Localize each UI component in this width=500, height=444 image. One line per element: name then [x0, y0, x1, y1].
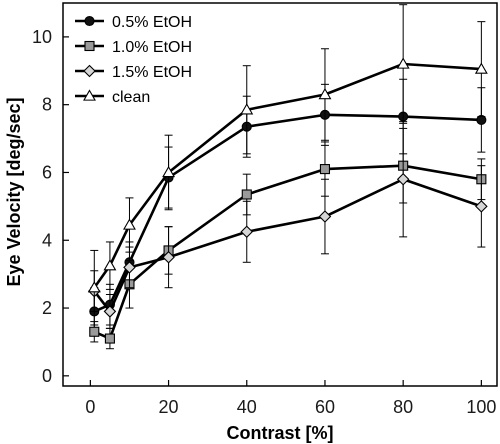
y-axis-title: Eye Velocity [deg/sec] — [4, 97, 24, 286]
data-point-diamond — [396, 172, 410, 186]
x-tick-label: 100 — [466, 397, 496, 417]
x-tick-label: 0 — [85, 397, 95, 417]
data-point-square — [84, 40, 95, 52]
legend-item: 1.0% EtOH — [75, 39, 192, 56]
series-line — [93, 62, 482, 289]
data-point-triangle — [162, 165, 176, 178]
series-2 — [88, 121, 488, 329]
data-point-triangle — [240, 103, 254, 115]
data-point-diamond — [83, 64, 96, 78]
data-point-diamond — [103, 305, 117, 318]
series-line — [93, 164, 482, 340]
legend-item: clean — [75, 89, 150, 106]
x-tick-label: 20 — [159, 397, 179, 417]
series-layer — [87, 4, 488, 350]
legend-label: 1.5% EtOH — [112, 64, 192, 81]
data-point-circle — [84, 15, 95, 27]
series-line — [93, 113, 482, 313]
data-point-diamond — [475, 200, 488, 213]
series-3 — [87, 4, 488, 326]
data-point-square — [104, 333, 115, 344]
data-point-triangle — [474, 62, 488, 74]
y-axis-ticks: 0 2 4 6 8 10 — [32, 27, 69, 386]
series-line — [93, 177, 482, 313]
x-tick-label: 80 — [393, 397, 413, 417]
data-point-square — [241, 189, 252, 200]
y-tick-label: 6 — [42, 162, 52, 182]
legend-label: 1.0% EtOH — [112, 39, 192, 56]
legend: 0.5% EtOH 1.0% EtOH 1.5% EtOH clean — [75, 14, 192, 106]
data-point-triangle — [123, 218, 136, 230]
legend-item: 0.5% EtOH — [75, 14, 192, 31]
x-axis-title: Contrast [%] — [227, 423, 334, 443]
y-tick-label: 2 — [42, 298, 52, 318]
data-point-square — [89, 326, 100, 337]
data-point-square — [319, 164, 331, 175]
data-point-diamond — [318, 210, 332, 223]
series-1 — [89, 127, 487, 350]
data-point-triangle — [103, 259, 117, 271]
x-axis-ticks: 0 20 40 60 80 100 — [85, 380, 496, 417]
series-0 — [89, 78, 487, 336]
y-tick-label: 10 — [32, 27, 52, 47]
legend-label: clean — [112, 89, 150, 106]
data-point-diamond — [123, 261, 136, 274]
data-point-diamond — [240, 225, 254, 239]
y-tick-label: 8 — [42, 95, 52, 115]
plot-frame — [62, 2, 498, 387]
legend-label: 0.5% EtOH — [112, 14, 192, 31]
x-tick-label: 60 — [315, 397, 335, 417]
y-tick-label: 0 — [42, 366, 52, 386]
legend-item: 1.5% EtOH — [75, 64, 192, 81]
x-tick-label: 40 — [237, 397, 257, 417]
data-point-triangle — [87, 281, 101, 293]
y-tick-label: 4 — [42, 230, 52, 250]
data-point-triangle — [318, 87, 332, 100]
data-point-triangle — [83, 89, 96, 101]
data-point-triangle — [396, 57, 410, 69]
data-point-diamond — [162, 250, 175, 264]
